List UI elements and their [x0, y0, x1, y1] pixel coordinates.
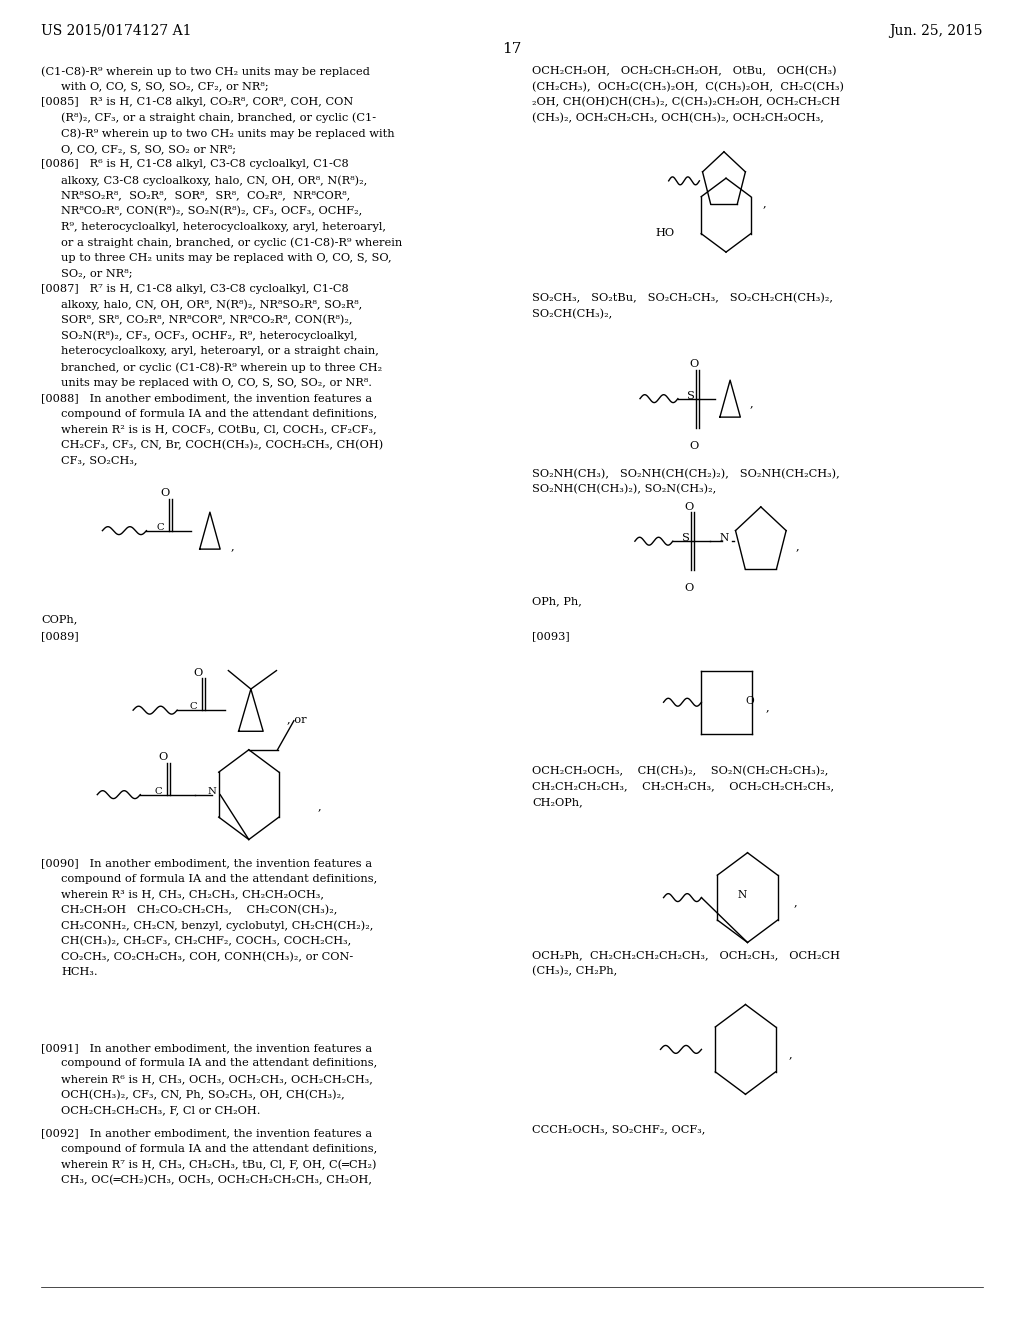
- Text: ,: ,: [766, 702, 770, 713]
- Text: OCH₂CH₂CH₂CH₃, F, Cl or CH₂OH.: OCH₂CH₂CH₂CH₃, F, Cl or CH₂OH.: [61, 1105, 261, 1115]
- Text: [0087]   R⁷ is H, C1-C8 alkyl, C3-C8 cycloalkyl, C1-C8: [0087] R⁷ is H, C1-C8 alkyl, C3-C8 cyclo…: [41, 284, 349, 294]
- Text: COPh,: COPh,: [41, 614, 78, 624]
- Text: CF₃, SO₂CH₃,: CF₃, SO₂CH₃,: [61, 455, 138, 466]
- Text: O: O: [689, 441, 698, 451]
- Text: CH₂CH₂CH₂CH₃,    CH₂CH₂CH₃,    OCH₂CH₂CH₂CH₃,: CH₂CH₂CH₂CH₃, CH₂CH₂CH₃, OCH₂CH₂CH₂CH₃,: [532, 781, 835, 791]
- Text: R⁹, heterocycloalkyl, heterocycloalkoxy, aryl, heteroaryl,: R⁹, heterocycloalkyl, heterocycloalkoxy,…: [61, 222, 386, 232]
- Text: with O, CO, S, SO, SO₂, CF₂, or NR⁸;: with O, CO, S, SO, SO₂, CF₂, or NR⁸;: [61, 82, 269, 91]
- Text: OCH₂CH₂OCH₃,    CH(CH₃)₂,    SO₂N(CH₂CH₂CH₃)₂,: OCH₂CH₂OCH₃, CH(CH₃)₂, SO₂N(CH₂CH₂CH₃)₂,: [532, 766, 828, 776]
- Text: , or: , or: [287, 714, 306, 725]
- Text: units may be replaced with O, CO, S, SO, SO₂, or NR⁸.: units may be replaced with O, CO, S, SO,…: [61, 378, 373, 388]
- Text: SO₂CH₃,   SO₂tBu,   SO₂CH₂CH₃,   SO₂CH₂CH(CH₃)₂,: SO₂CH₃, SO₂tBu, SO₂CH₂CH₃, SO₂CH₂CH(CH₃)…: [532, 293, 834, 304]
- Text: OCH₂CH₂OH,   OCH₂CH₂CH₂OH,   OtBu,   OCH(CH₃): OCH₂CH₂OH, OCH₂CH₂CH₂OH, OtBu, OCH(CH₃): [532, 66, 837, 77]
- Text: ₂OH, CH(OH)CH(CH₃)₂, C(CH₃)₂CH₂OH, OCH₂CH₂CH: ₂OH, CH(OH)CH(CH₃)₂, C(CH₃)₂CH₂OH, OCH₂C…: [532, 98, 841, 107]
- Text: ,: ,: [230, 541, 234, 552]
- Text: OPh, Ph,: OPh, Ph,: [532, 597, 583, 607]
- Text: [0091]   In another embodiment, the invention features a: [0091] In another embodiment, the invent…: [41, 1043, 372, 1053]
- Text: OCH(CH₃)₂, CF₃, CN, Ph, SO₂CH₃, OH, CH(CH₃)₂,: OCH(CH₃)₂, CF₃, CN, Ph, SO₂CH₃, OH, CH(C…: [61, 1089, 345, 1100]
- Text: SO₂CH(CH₃)₂,: SO₂CH(CH₃)₂,: [532, 309, 612, 319]
- Text: (CH₂CH₃),  OCH₂C(CH₃)₂OH,  C(CH₃)₂OH,  CH₂C(CH₃): (CH₂CH₃), OCH₂C(CH₃)₂OH, C(CH₃)₂OH, CH₂C…: [532, 82, 845, 92]
- Text: [0088]   In another embodiment, the invention features a: [0088] In another embodiment, the invent…: [41, 393, 372, 403]
- Text: (CH₃)₂, CH₂Ph,: (CH₃)₂, CH₂Ph,: [532, 966, 617, 977]
- Text: S: S: [687, 391, 695, 401]
- Text: wherein R⁶ is H, CH₃, OCH₃, OCH₂CH₃, OCH₂CH₂CH₃,: wherein R⁶ is H, CH₃, OCH₃, OCH₂CH₃, OCH…: [61, 1074, 374, 1084]
- Text: [0085]   R³ is H, C1-C8 alkyl, CO₂R⁸, COR⁸, COH, CON: [0085] R³ is H, C1-C8 alkyl, CO₂R⁸, COR⁸…: [41, 98, 353, 107]
- Text: O: O: [161, 488, 170, 499]
- Text: branched, or cyclic (C1-C8)-R⁹ wherein up to three CH₂: branched, or cyclic (C1-C8)-R⁹ wherein u…: [61, 362, 383, 372]
- Text: O: O: [684, 502, 693, 512]
- Text: compound of formula IA and the attendant definitions,: compound of formula IA and the attendant…: [61, 874, 378, 883]
- Text: or a straight chain, branched, or cyclic (C1-C8)-R⁹ wherein: or a straight chain, branched, or cyclic…: [61, 238, 402, 248]
- Text: ,: ,: [796, 541, 800, 552]
- Text: compound of formula IA and the attendant definitions,: compound of formula IA and the attendant…: [61, 1059, 378, 1068]
- Text: wherein R² is is H, COCF₃, COtBu, Cl, COCH₃, CF₂CF₃,: wherein R² is is H, COCF₃, COtBu, Cl, CO…: [61, 424, 377, 434]
- Text: C: C: [157, 523, 164, 532]
- Text: O: O: [159, 752, 168, 763]
- Text: [0092]   In another embodiment, the invention features a: [0092] In another embodiment, the invent…: [41, 1129, 372, 1139]
- Text: wherein R³ is H, CH₃, CH₂CH₃, CH₂CH₂OCH₃,: wherein R³ is H, CH₃, CH₂CH₃, CH₂CH₂OCH₃…: [61, 890, 325, 899]
- Text: (R⁸)₂, CF₃, or a straight chain, branched, or cyclic (C1-: (R⁸)₂, CF₃, or a straight chain, branche…: [61, 112, 377, 123]
- Text: CO₂CH₃, CO₂CH₂CH₃, COH, CONH(CH₃)₂, or CON-: CO₂CH₃, CO₂CH₂CH₃, COH, CONH(CH₃)₂, or C…: [61, 952, 353, 962]
- Text: HCH₃.: HCH₃.: [61, 968, 98, 977]
- Text: alkoxy, halo, CN, OH, OR⁸, N(R⁸)₂, NR⁸SO₂R⁸, SO₂R⁸,: alkoxy, halo, CN, OH, OR⁸, N(R⁸)₂, NR⁸SO…: [61, 300, 362, 310]
- Text: CH₂OPh,: CH₂OPh,: [532, 797, 584, 807]
- Text: 17: 17: [503, 42, 521, 57]
- Text: C: C: [189, 702, 197, 711]
- Text: SO₂NH(CH₃),   SO₂NH(CH(CH₂)₂),   SO₂NH(CH₂CH₃),: SO₂NH(CH₃), SO₂NH(CH(CH₂)₂), SO₂NH(CH₂CH…: [532, 469, 841, 479]
- Text: S: S: [682, 533, 690, 544]
- Text: ,: ,: [750, 399, 754, 409]
- Text: N: N: [720, 533, 729, 544]
- Text: N: N: [737, 890, 746, 900]
- Text: CH₃, OC(═CH₂)CH₃, OCH₃, OCH₂CH₂CH₂CH₃, CH₂OH,: CH₃, OC(═CH₂)CH₃, OCH₃, OCH₂CH₂CH₂CH₃, C…: [61, 1175, 373, 1185]
- Text: [0089]: [0089]: [41, 631, 79, 642]
- Text: C8)-R⁹ wherein up to two CH₂ units may be replaced with: C8)-R⁹ wherein up to two CH₂ units may b…: [61, 128, 395, 139]
- Text: HO: HO: [655, 228, 675, 239]
- Text: SOR⁸, SR⁸, CO₂R⁸, NR⁸COR⁸, NR⁸CO₂R⁸, CON(R⁸)₂,: SOR⁸, SR⁸, CO₂R⁸, NR⁸COR⁸, NR⁸CO₂R⁸, CON…: [61, 315, 353, 326]
- Text: SO₂N(R⁸)₂, CF₃, OCF₃, OCHF₂, R⁹, heterocycloalkyl,: SO₂N(R⁸)₂, CF₃, OCF₃, OCHF₂, R⁹, heteroc…: [61, 331, 358, 342]
- Text: ,: ,: [788, 1049, 793, 1060]
- Text: O: O: [689, 359, 698, 370]
- Text: NR⁸CO₂R⁸, CON(R⁸)₂, SO₂N(R⁸)₂, CF₃, OCF₃, OCHF₂,: NR⁸CO₂R⁸, CON(R⁸)₂, SO₂N(R⁸)₂, CF₃, OCF₃…: [61, 206, 362, 216]
- Text: compound of formula IA and the attendant definitions,: compound of formula IA and the attendant…: [61, 409, 378, 418]
- Text: ,: ,: [763, 198, 767, 209]
- Text: OCH₂Ph,  CH₂CH₂CH₂CH₂CH₃,   OCH₂CH₃,   OCH₂CH: OCH₂Ph, CH₂CH₂CH₂CH₂CH₃, OCH₂CH₃, OCH₂CH: [532, 950, 841, 961]
- Text: SO₂NH(CH(CH₃)₂), SO₂N(CH₃)₂,: SO₂NH(CH(CH₃)₂), SO₂N(CH₃)₂,: [532, 484, 717, 495]
- Text: (CH₃)₂, OCH₂CH₂CH₃, OCH(CH₃)₂, OCH₂CH₂OCH₃,: (CH₃)₂, OCH₂CH₂CH₃, OCH(CH₃)₂, OCH₂CH₂OC…: [532, 112, 824, 123]
- Text: US 2015/0174127 A1: US 2015/0174127 A1: [41, 24, 191, 38]
- Text: C: C: [155, 787, 162, 796]
- Text: wherein R⁷ is H, CH₃, CH₂CH₃, tBu, Cl, F, OH, C(═CH₂): wherein R⁷ is H, CH₃, CH₂CH₃, tBu, Cl, F…: [61, 1160, 377, 1170]
- Text: [0086]   R⁶ is H, C1-C8 alkyl, C3-C8 cycloalkyl, C1-C8: [0086] R⁶ is H, C1-C8 alkyl, C3-C8 cyclo…: [41, 160, 349, 169]
- Text: up to three CH₂ units may be replaced with O, CO, S, SO,: up to three CH₂ units may be replaced wi…: [61, 253, 392, 263]
- Text: O: O: [194, 668, 203, 678]
- Text: O: O: [684, 583, 693, 594]
- Text: SO₂, or NR⁸;: SO₂, or NR⁸;: [61, 268, 133, 279]
- Text: NR⁸SO₂R⁸,  SO₂R⁸,  SOR⁸,  SR⁸,  CO₂R⁸,  NR⁸COR⁸,: NR⁸SO₂R⁸, SO₂R⁸, SOR⁸, SR⁸, CO₂R⁸, NR⁸CO…: [61, 190, 350, 201]
- Text: N: N: [208, 787, 217, 796]
- Text: heterocycloalkoxy, aryl, heteroaryl, or a straight chain,: heterocycloalkoxy, aryl, heteroaryl, or …: [61, 346, 379, 356]
- Text: CH₂CONH₂, CH₂CN, benzyl, cyclobutyl, CH₂CH(CH₂)₂,: CH₂CONH₂, CH₂CN, benzyl, cyclobutyl, CH₂…: [61, 920, 374, 931]
- Text: ,: ,: [794, 898, 798, 908]
- Text: CCCH₂OCH₃, SO₂CHF₂, OCF₃,: CCCH₂OCH₃, SO₂CHF₂, OCF₃,: [532, 1125, 706, 1135]
- Text: CH₂CF₃, CF₃, CN, Br, COCH(CH₃)₂, COCH₂CH₃, CH(OH): CH₂CF₃, CF₃, CN, Br, COCH(CH₃)₂, COCH₂CH…: [61, 440, 384, 450]
- Text: O, CO, CF₂, S, SO, SO₂ or NR⁸;: O, CO, CF₂, S, SO, SO₂ or NR⁸;: [61, 144, 237, 154]
- Text: [0090]   In another embodiment, the invention features a: [0090] In another embodiment, the invent…: [41, 858, 372, 869]
- Text: Jun. 25, 2015: Jun. 25, 2015: [890, 24, 983, 38]
- Text: [0093]: [0093]: [532, 631, 570, 642]
- Text: O: O: [745, 696, 755, 706]
- Text: (C1-C8)-R⁹ wherein up to two CH₂ units may be replaced: (C1-C8)-R⁹ wherein up to two CH₂ units m…: [41, 66, 370, 77]
- Text: CH₂CH₂OH   CH₂CO₂CH₂CH₃,    CH₂CON(CH₃)₂,: CH₂CH₂OH CH₂CO₂CH₂CH₃, CH₂CON(CH₃)₂,: [61, 904, 338, 915]
- Text: ,: ,: [317, 801, 322, 812]
- Text: compound of formula IA and the attendant definitions,: compound of formula IA and the attendant…: [61, 1144, 378, 1154]
- Text: alkoxy, C3-C8 cycloalkoxy, halo, CN, OH, OR⁸, N(R⁸)₂,: alkoxy, C3-C8 cycloalkoxy, halo, CN, OH,…: [61, 176, 368, 186]
- Text: CH(CH₃)₂, CH₂CF₃, CH₂CHF₂, COCH₃, COCH₂CH₃,: CH(CH₃)₂, CH₂CF₃, CH₂CHF₂, COCH₃, COCH₂C…: [61, 936, 351, 946]
